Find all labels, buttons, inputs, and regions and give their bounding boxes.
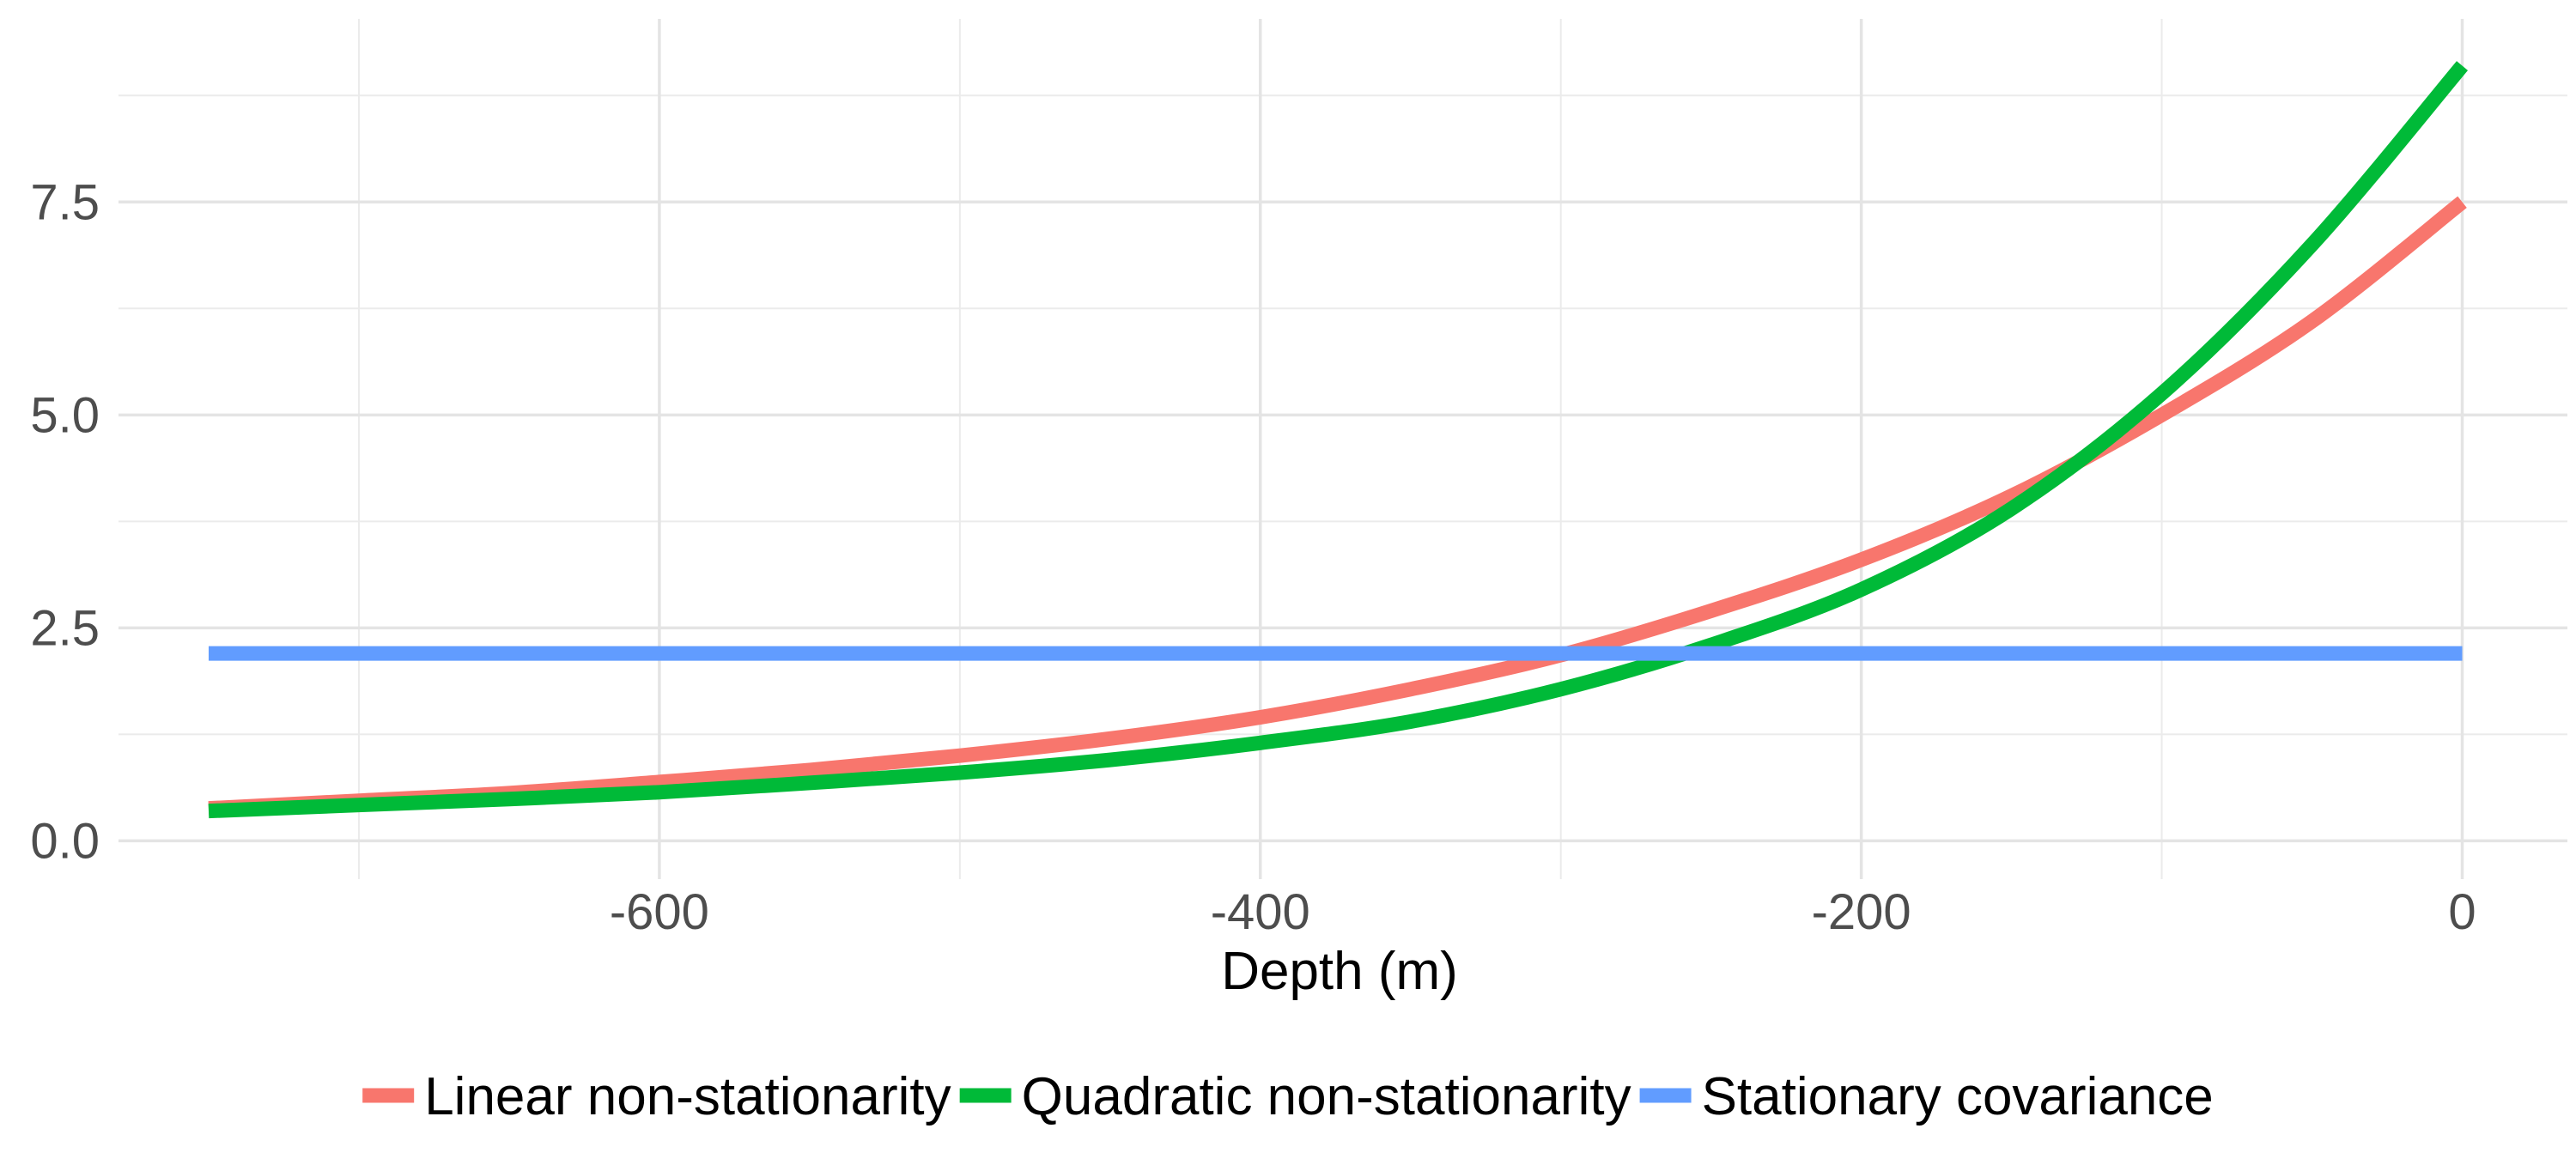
minor-gridlines: [118, 19, 2567, 879]
legend-label: Stationary covariance: [1702, 1067, 2214, 1126]
y-tick-label: 5.0: [30, 387, 100, 443]
major-gridlines: [118, 19, 2567, 879]
y-tick-label: 0.0: [30, 813, 100, 869]
x-axis-title: Depth (m): [1221, 942, 1458, 1001]
x-axis-tick-labels: -600 -400 -200 0: [610, 884, 2476, 940]
legend: Linear non-stationarity Quadratic non-sta…: [362, 1067, 2214, 1126]
series-line-quadratic-non-stationarity: [208, 61, 2469, 819]
x-tick-label: -600: [610, 884, 709, 940]
y-axis-tick-labels: 0.0 2.5 5.0 7.5: [30, 174, 100, 869]
legend-label: Linear non-stationarity: [424, 1067, 951, 1126]
y-tick-label: 7.5: [30, 174, 100, 230]
legend-label: Quadratic non-stationarity: [1022, 1067, 1631, 1126]
x-tick-label: 0: [2448, 884, 2476, 940]
y-tick-label: 2.5: [30, 600, 100, 656]
series-lines: [208, 61, 2469, 819]
series-line-linear-non-stationarity: [208, 196, 2467, 816]
x-tick-label: -200: [1812, 884, 1911, 940]
x-tick-label: -400: [1211, 884, 1310, 940]
